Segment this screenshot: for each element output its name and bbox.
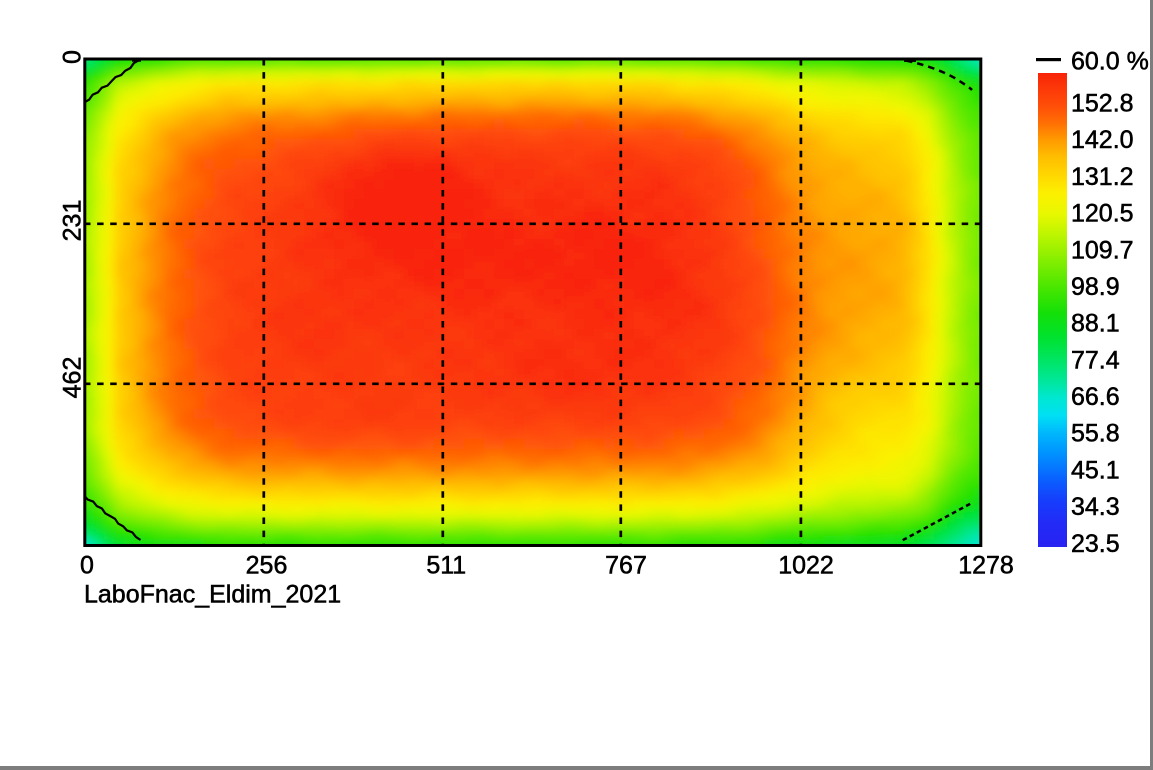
svg-text:55.8: 55.8: [1071, 420, 1120, 448]
svg-text:45.1: 45.1: [1071, 456, 1120, 484]
svg-text:120.5: 120.5: [1071, 200, 1134, 228]
svg-text:142.0: 142.0: [1071, 126, 1134, 154]
svg-text:LaboFnac_Eldim_2021: LaboFnac_Eldim_2021: [84, 581, 341, 609]
svg-text:462: 462: [58, 357, 86, 399]
svg-text:34.3: 34.3: [1071, 493, 1120, 521]
svg-text:0: 0: [80, 552, 94, 580]
svg-text:0: 0: [58, 50, 86, 64]
svg-text:98.9: 98.9: [1071, 273, 1120, 301]
svg-text:88.1: 88.1: [1071, 310, 1120, 338]
svg-text:231: 231: [58, 200, 86, 242]
svg-text:256: 256: [246, 552, 288, 580]
svg-text:1278: 1278: [958, 552, 1014, 580]
svg-text:511: 511: [426, 552, 466, 580]
svg-text:77.4: 77.4: [1071, 346, 1120, 374]
svg-text:152.8: 152.8: [1071, 90, 1134, 118]
svg-text:1022: 1022: [778, 552, 834, 580]
svg-text:66.6: 66.6: [1071, 383, 1120, 411]
svg-text:131.2: 131.2: [1071, 163, 1134, 191]
svg-text:23.5: 23.5: [1071, 530, 1120, 558]
svg-text:60.0 %: 60.0 %: [1071, 47, 1149, 75]
svg-text:109.7: 109.7: [1071, 236, 1134, 264]
svg-text:767: 767: [605, 552, 647, 580]
